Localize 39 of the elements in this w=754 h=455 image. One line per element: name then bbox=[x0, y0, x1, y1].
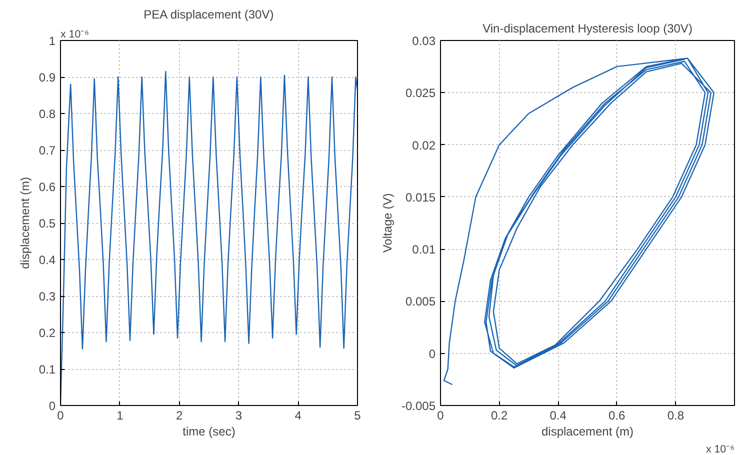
x-tick-label: 0.6 bbox=[608, 408, 626, 422]
x-tick-label: 3 bbox=[235, 408, 242, 422]
y-tick-label: 0 bbox=[48, 399, 56, 413]
text: x 10⁻⁶ bbox=[706, 444, 735, 455]
y-tick-label: 0.5 bbox=[38, 216, 56, 230]
y-axis-title: Voltage (V) bbox=[380, 193, 394, 253]
y-tick-label: 0.03 bbox=[412, 34, 436, 48]
y-tick-label: 0 bbox=[428, 346, 436, 361]
y-tick-label: 0.7 bbox=[38, 144, 56, 158]
x-axis-title: displacement (m) bbox=[541, 424, 634, 438]
line-series bbox=[443, 58, 715, 386]
y-tick-label: 1 bbox=[48, 34, 56, 48]
y-tick-label: 0.01 bbox=[412, 242, 436, 257]
x-tick-label: 5 bbox=[354, 408, 362, 422]
x-tick-label: 4 bbox=[294, 408, 302, 422]
x-tick-label: 0 bbox=[57, 408, 64, 422]
x-axis-title: time (sec) bbox=[182, 424, 236, 438]
y-tick-label: 0.2 bbox=[38, 326, 56, 340]
y-tick-label: 0.005 bbox=[405, 294, 436, 309]
y-tick-label: 0.6 bbox=[38, 180, 56, 194]
y-tick-label: 0.025 bbox=[405, 86, 436, 100]
y-tick-label: -0.005 bbox=[401, 399, 436, 413]
y-tick-label: 0.8 bbox=[38, 107, 56, 121]
y-tick-label: 0.015 bbox=[405, 190, 436, 204]
y-tick-label: 0.02 bbox=[412, 138, 436, 152]
x-tick-label: 0.2 bbox=[490, 408, 508, 422]
y-tick-label: 0.1 bbox=[38, 362, 56, 376]
x-tick-label: 0.8 bbox=[667, 408, 684, 422]
x-tick-label: 2 bbox=[176, 408, 183, 422]
y-tick-label: 0.3 bbox=[38, 290, 56, 304]
y-tick-label: 0.4 bbox=[38, 253, 56, 267]
text: x 10⁻⁶ bbox=[60, 28, 90, 40]
x-tick-label: 1 bbox=[116, 408, 124, 422]
y-tick-label: 0.9 bbox=[38, 70, 56, 84]
x-tick-label: 0 bbox=[437, 408, 444, 422]
y-axis-title: displacement (m) bbox=[18, 176, 32, 270]
x-tick-label: 0.4 bbox=[550, 408, 567, 422]
chart-title: Vin-displacement Hysteresis loop (30V) bbox=[482, 22, 692, 36]
chart-title: PEA displacement (30V) bbox=[144, 8, 274, 22]
